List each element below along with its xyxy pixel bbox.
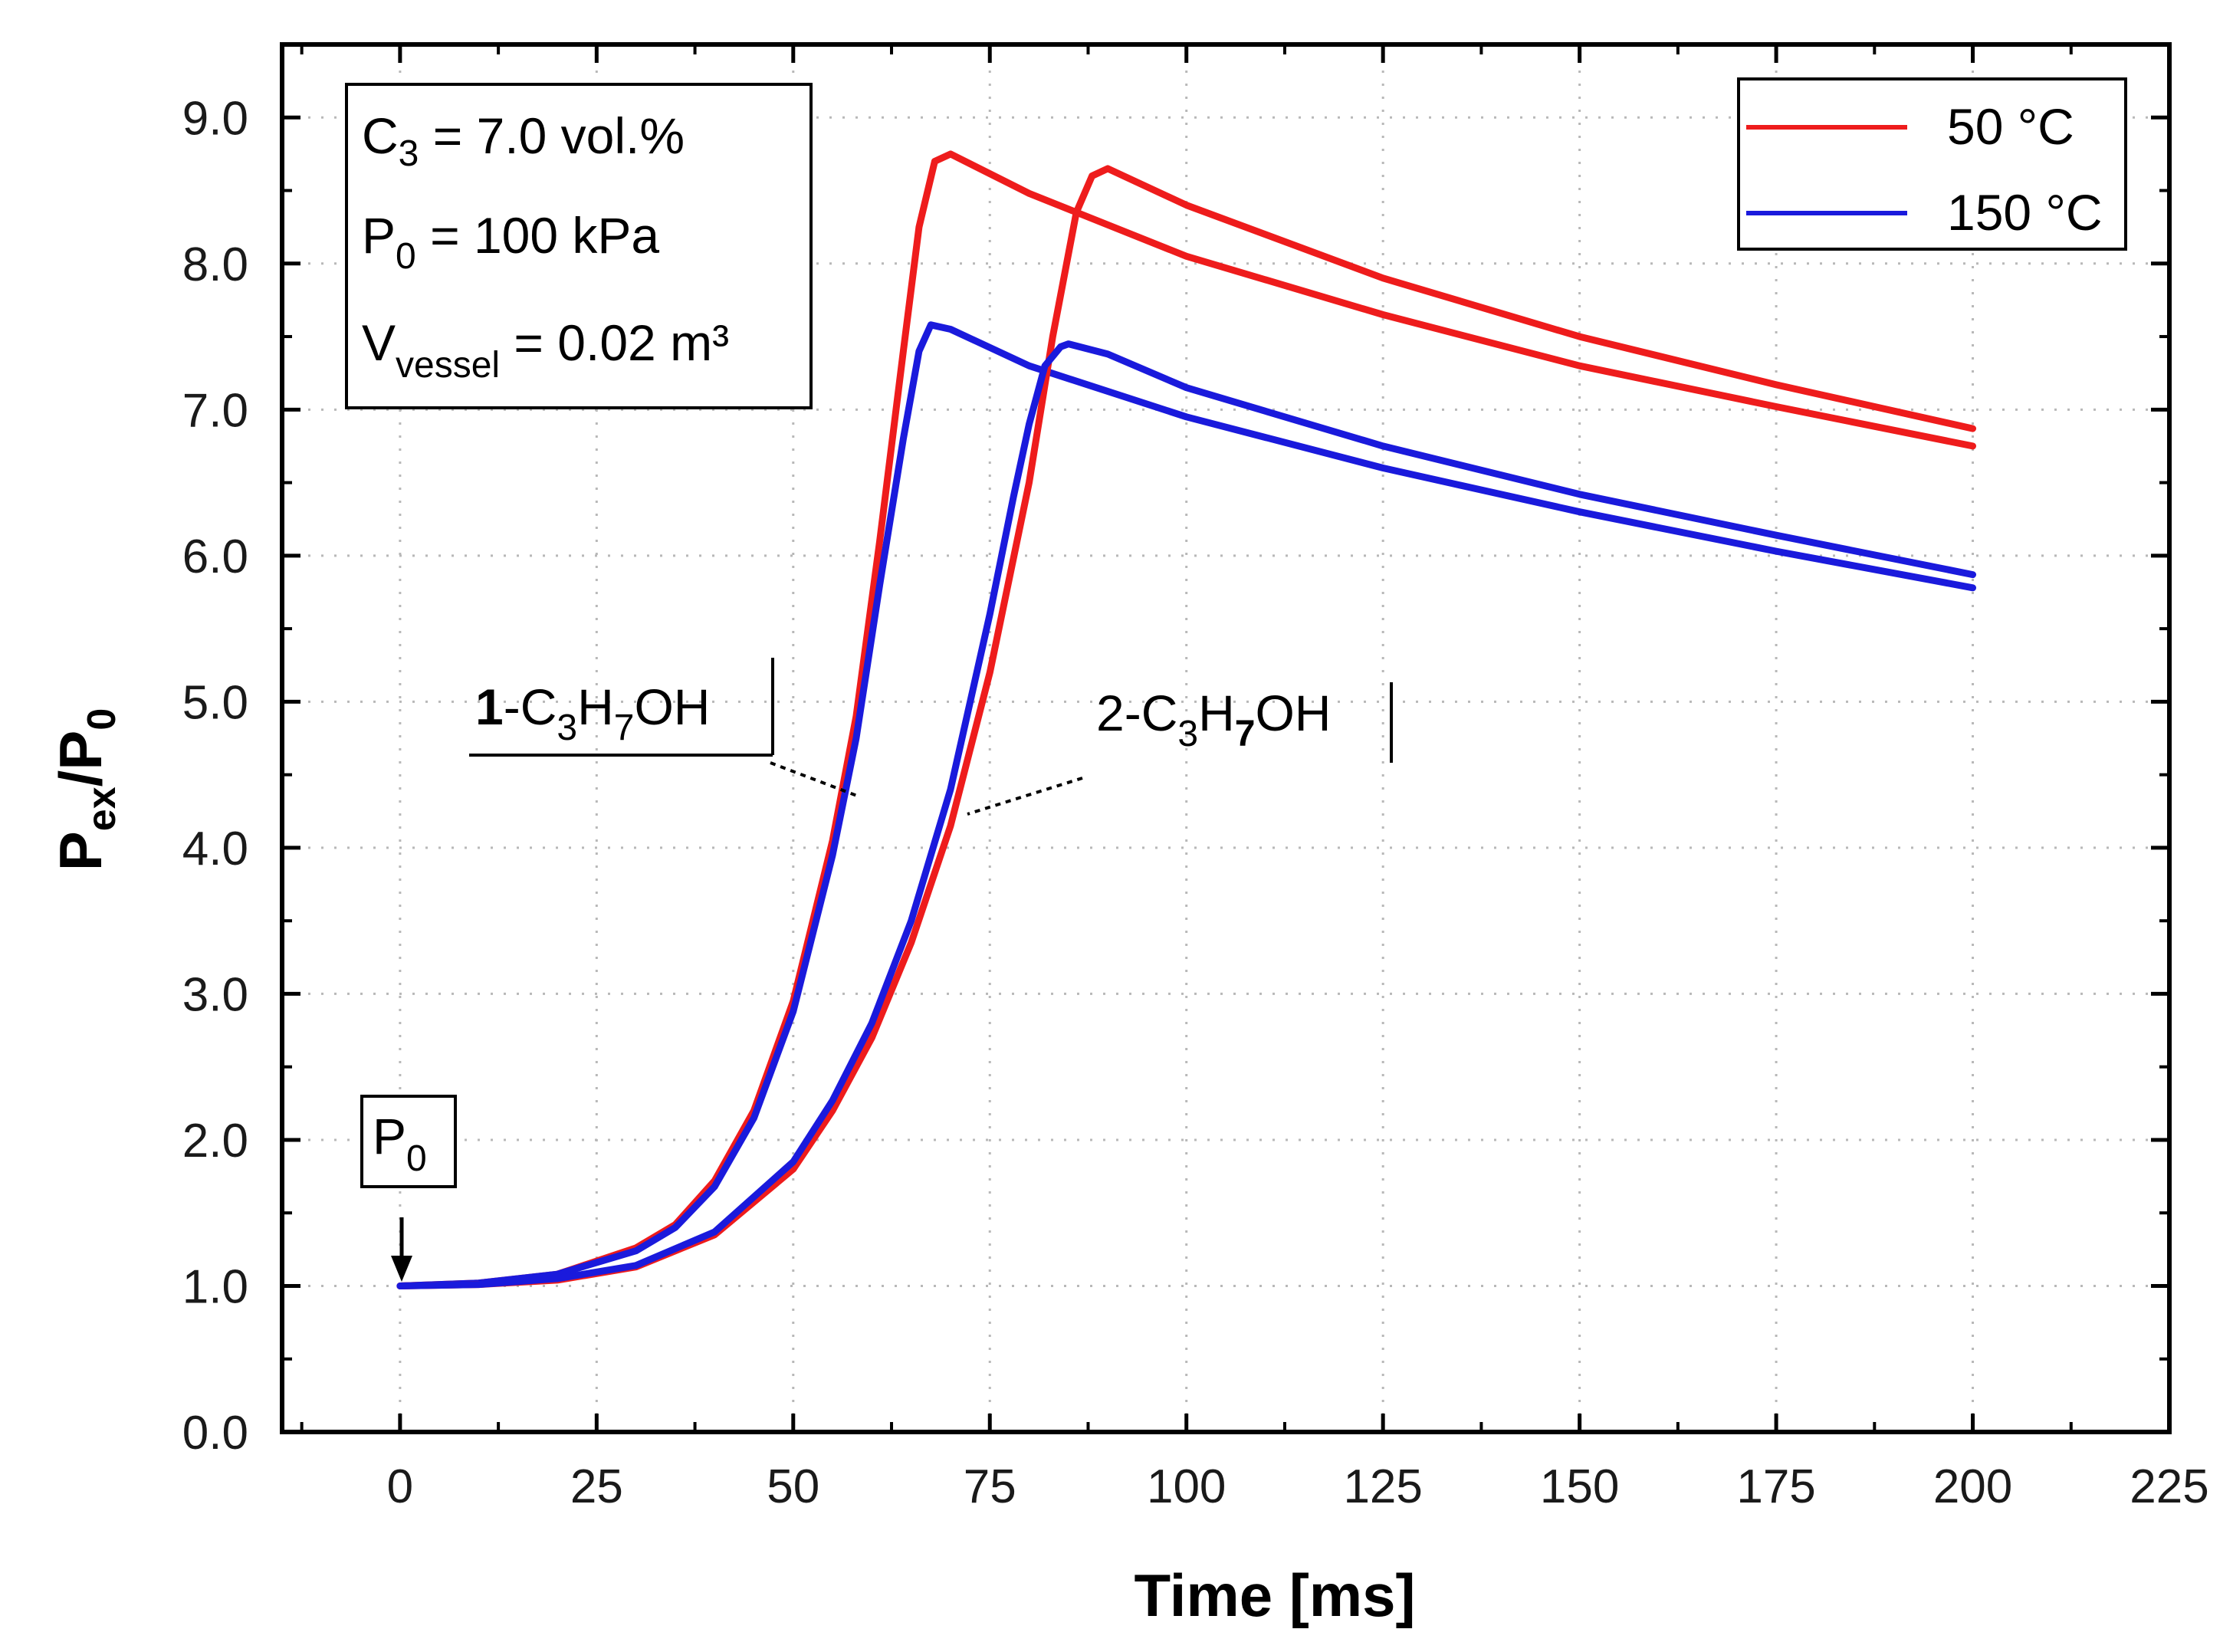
fuel2-leader-line — [967, 777, 1083, 816]
series-line-4 — [396, 340, 1976, 1289]
y-tick-label: 2.0 — [182, 1115, 248, 1168]
y-tick-label: 8.0 — [182, 238, 248, 291]
y-tick-label: 3.0 — [182, 968, 248, 1021]
legend-label-150c: 150 °C — [1947, 184, 2103, 241]
vessel-volume-label: Vvessel = 0.02 m³ — [362, 314, 729, 386]
p0-label: P0 — [373, 1108, 427, 1179]
x-tick-label: 75 — [964, 1460, 1016, 1513]
y-tick-labels: 0.0 1.0 2.0 3.0 4.0 5.0 6.0 7.0 8.0 9.0 — [182, 92, 248, 1460]
x-tick-labels: 0 25 50 75 100 125 150 175 200 225 — [387, 1460, 2209, 1513]
x-tick-label: 225 — [2130, 1460, 2208, 1513]
fuel1-label: 1-C3H7OH — [475, 678, 710, 748]
x-axis-title: Time [ms] — [1135, 1562, 1416, 1629]
initial-pressure-label: P0 = 100 kPa — [362, 207, 659, 277]
x-tick-label: 125 — [1343, 1460, 1422, 1513]
y-tick-label: 7.0 — [182, 384, 248, 437]
x-tick-label: 150 — [1540, 1460, 1619, 1513]
legend-frame — [1737, 77, 2127, 251]
fuel2-label-group: 2-C3H7OH — [967, 682, 1393, 816]
down-arrow-icon — [391, 1256, 412, 1282]
x-tick-label: 25 — [570, 1460, 623, 1513]
y-tick-label: 4.0 — [182, 823, 248, 875]
p0-frame — [360, 1095, 457, 1188]
legend: 50 °C 150 °C — [1737, 77, 2127, 251]
legend-label-50c: 50 °C — [1947, 98, 2074, 155]
series-line-2 — [396, 321, 1976, 1289]
x-tick-label: 175 — [1736, 1460, 1815, 1513]
p0-marker: P0 — [360, 1095, 457, 1282]
conditions-frame — [345, 83, 813, 409]
x-tick-label: 0 — [387, 1460, 413, 1513]
x-tick-label: 200 — [1933, 1460, 2012, 1513]
concentration-label: C3 = 7.0 vol.% — [362, 107, 685, 174]
x-tick-label: 50 — [767, 1460, 819, 1513]
fuel1-label-group: 1-C3H7OH — [469, 658, 858, 797]
y-tick-label: 1.0 — [182, 1260, 248, 1313]
conditions-box: C3 = 7.0 vol.% P0 = 100 kPa Vvessel = 0.… — [345, 83, 813, 409]
fuel1-leader-line — [770, 761, 858, 797]
data-series — [396, 150, 1976, 1289]
x-tick-label: 100 — [1147, 1460, 1226, 1513]
plot-frame — [280, 42, 2172, 1434]
y-axis-title: Pex/P0 — [47, 708, 124, 872]
y-tick-label: 9.0 — [182, 92, 248, 145]
y-tick-label: 6.0 — [182, 530, 248, 583]
y-tick-label: 0.0 — [182, 1407, 248, 1460]
fuel2-label: 2-C3H7OH — [1096, 685, 1331, 754]
y-tick-label: 5.0 — [182, 676, 248, 729]
